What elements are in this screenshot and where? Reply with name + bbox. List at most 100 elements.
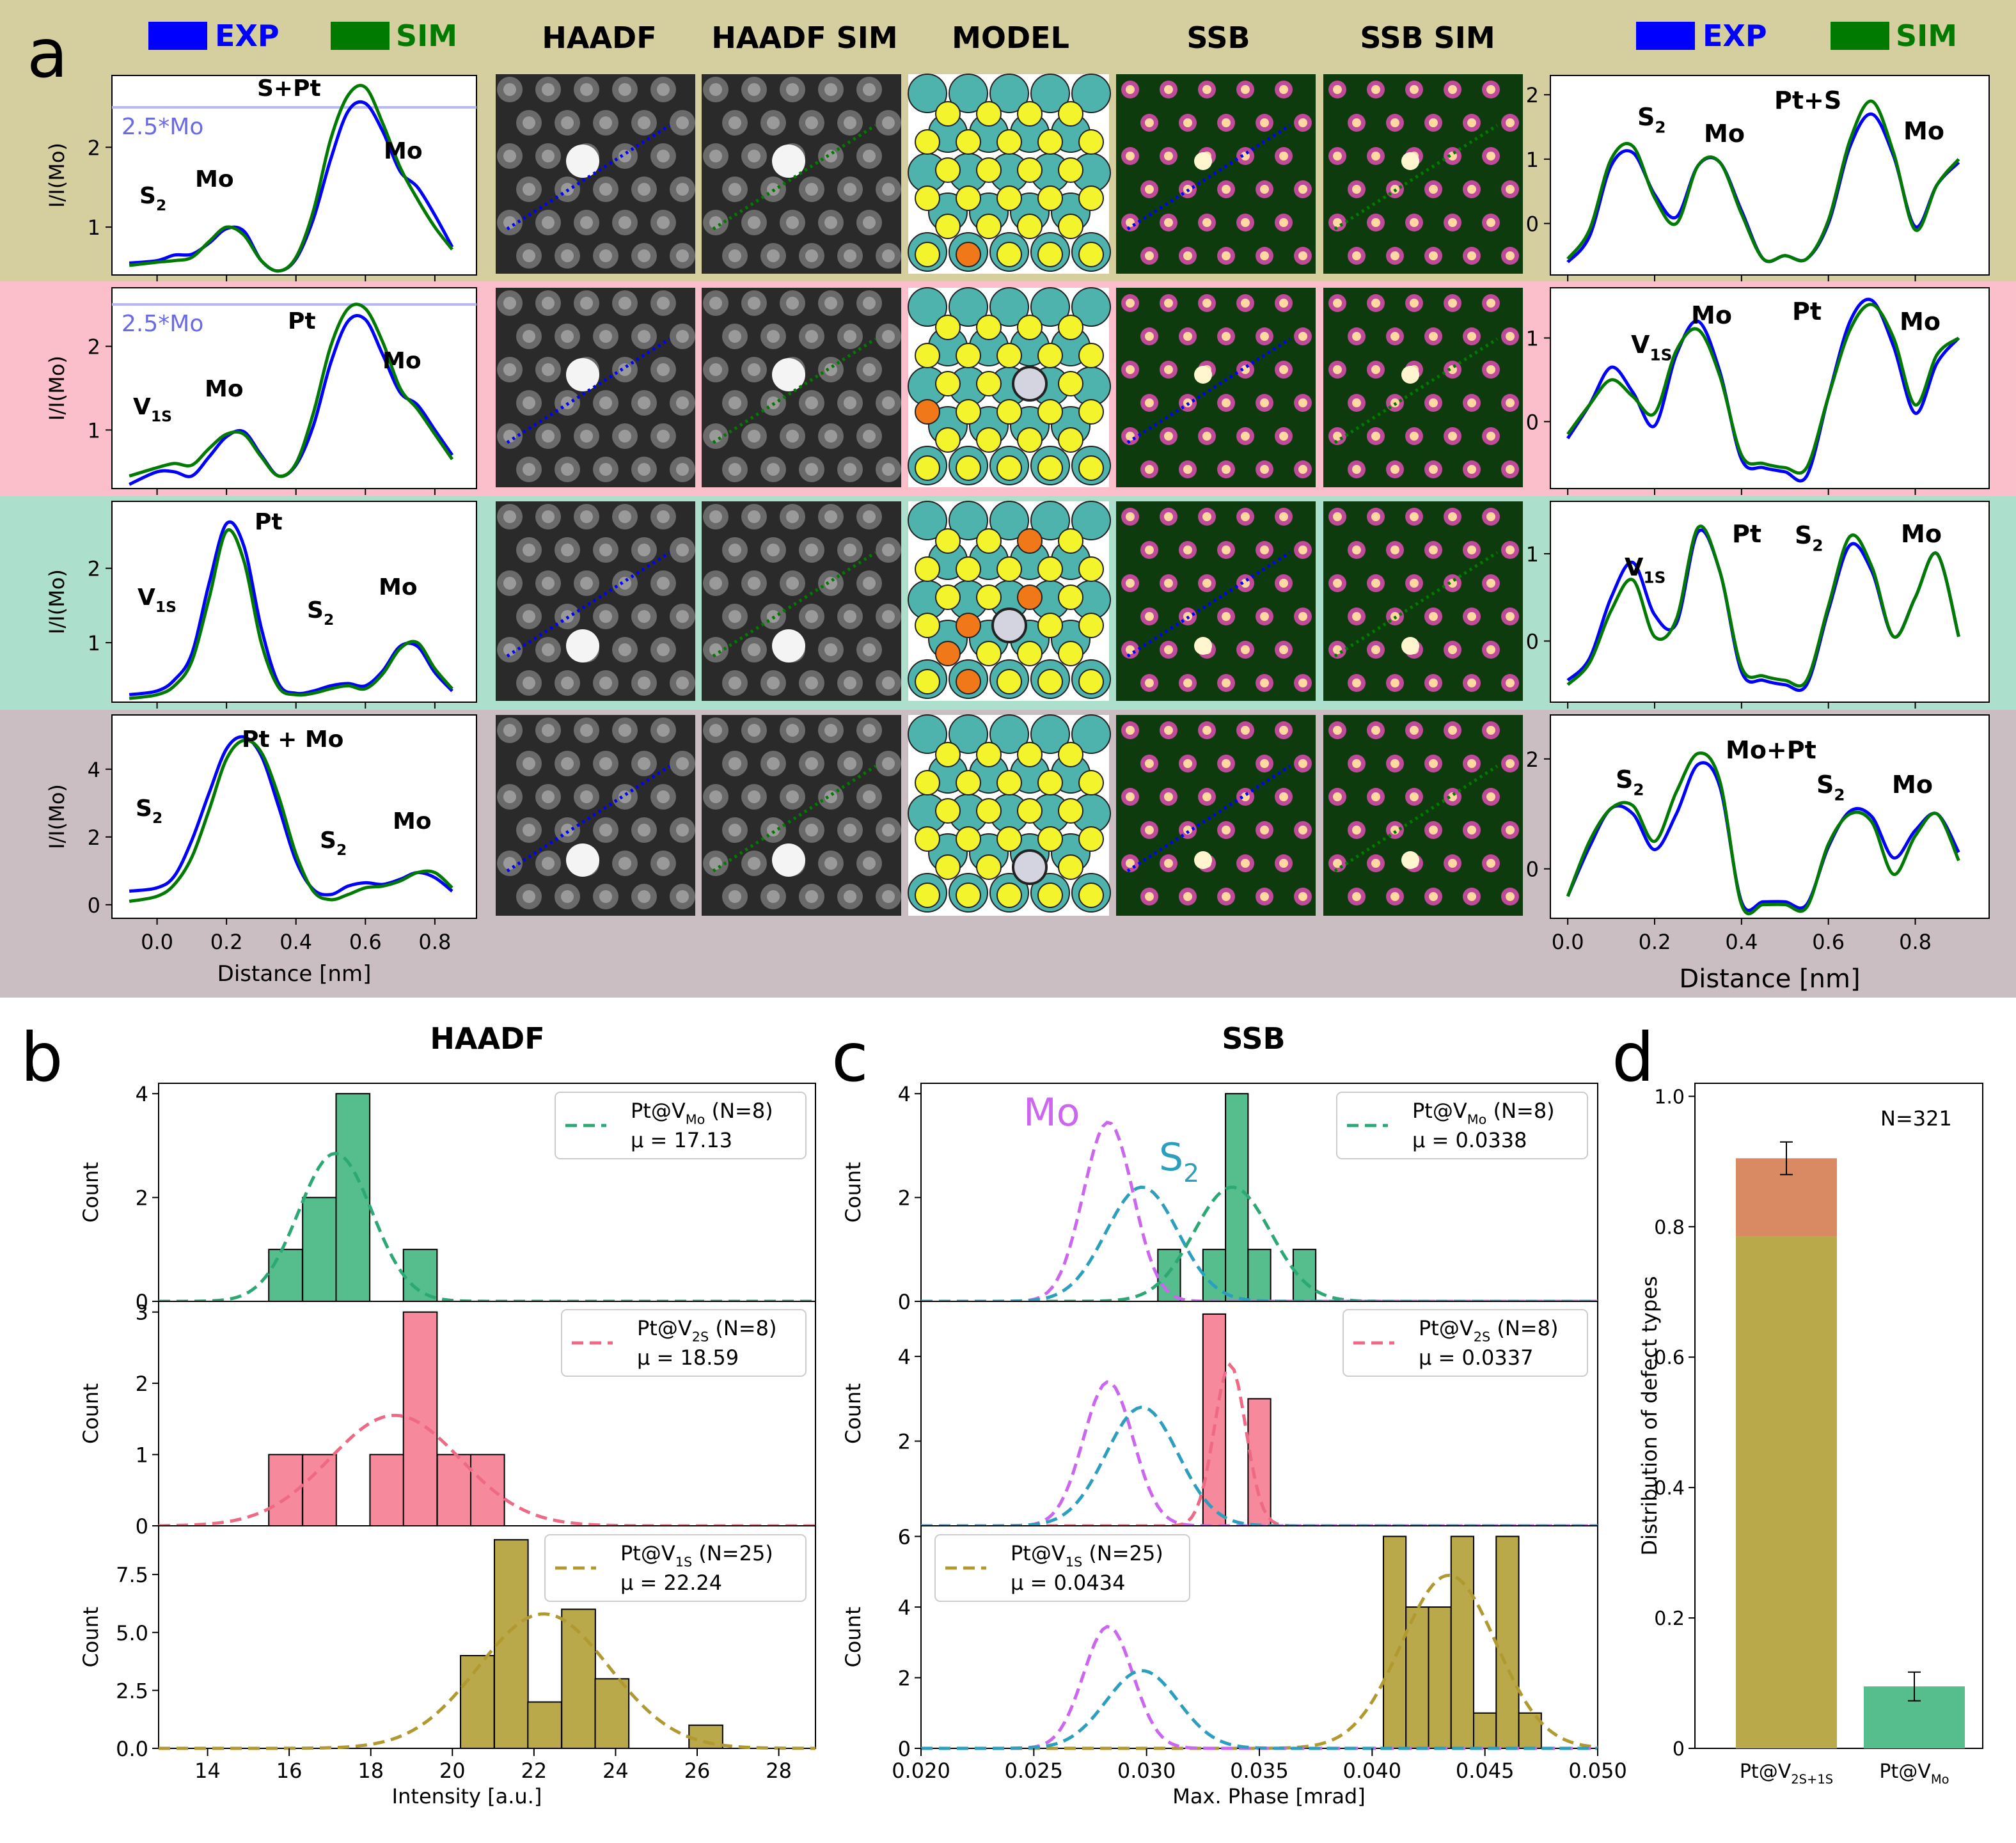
atom-core [1467,759,1476,768]
y-tick-label: 0.6 [1654,1347,1685,1369]
atom-core [657,216,670,229]
atom-core [1145,678,1154,687]
atom-core [1448,512,1457,521]
legend-box [544,1534,807,1602]
y-tick-label: 0 [1526,212,1539,236]
atom-core [1298,892,1307,901]
label-peak: Pt [1792,297,1822,325]
atom-core [1371,645,1380,654]
atom-core [844,824,856,836]
defect-bright-spot [772,358,805,391]
atom-core [657,643,670,656]
atom-core [503,643,516,656]
atom-core [1222,892,1231,901]
profile-line [506,123,671,231]
atom-core [1298,612,1307,621]
atom-core [1164,432,1173,441]
s-atom [976,371,1002,396]
histogram-bar [688,1724,723,1749]
atom-core [1352,398,1361,407]
s-atom [956,669,981,694]
atom-core [767,824,780,836]
atom-core [503,430,516,443]
s-atom [1037,669,1063,694]
atom-core [542,150,555,162]
atom-core [503,83,516,96]
atom-core [844,757,856,770]
s-atom [1058,854,1083,880]
s-atom [956,770,981,796]
atom-core [844,610,856,623]
atom-core [503,510,516,523]
s-atom [976,742,1002,767]
header-model: MODEL [952,20,1069,55]
s-atom [1017,528,1043,554]
s-atom [1037,613,1063,638]
mo-atom [949,501,988,540]
axes-frame [1550,501,1990,703]
atom-core [709,790,722,803]
y-tick-label: 4 [898,1345,911,1369]
atom-core [824,724,837,737]
y-tick-label: 4 [88,758,100,782]
atom-core [1333,645,1342,654]
atom-core [1145,465,1154,474]
atom-core [1486,792,1495,801]
atom-core [1260,251,1269,260]
atom-core [1333,432,1342,441]
atom-core [748,857,760,870]
atom-core [1222,678,1231,687]
s-atom [935,742,961,767]
atom-core [1486,726,1495,735]
atom-core [844,249,856,262]
atom-core [1467,465,1476,474]
legend-entry: Pt@V2S (N=8) [637,1316,776,1345]
histogram-bar [335,1093,371,1302]
mo-atom [1030,501,1070,540]
y-tick-label: 7.5 [116,1563,148,1587]
y-axis-title: Count [841,1606,865,1667]
profile-line [1334,337,1499,444]
legend-entry: Pt@V1S (N=25) [620,1541,773,1570]
atom-core [523,330,535,343]
atom-core [1279,85,1288,94]
atom-core [1467,118,1476,127]
atom-core [1298,465,1307,474]
atom-core [1145,332,1154,341]
atom-core [1222,465,1231,474]
legend-entry-main: Pt@V [637,1316,692,1340]
s-atom [1078,399,1104,425]
s-atom [1037,826,1063,852]
atom-core [1222,185,1231,194]
atom-core [503,363,516,376]
atom-core [1145,826,1154,835]
histogram-bar [1157,1248,1181,1303]
label-s2-sub: 2 [1812,536,1823,554]
legend-entry-post: (N=8) [709,1316,776,1340]
y-axis-title: I/I(Mo) [45,784,69,849]
atom-core [786,297,799,310]
atom-core [863,510,876,523]
histogram-bar [1382,1535,1407,1750]
atom-core [844,396,856,409]
atom-core [523,677,535,689]
category-label-a-main: Pt@V [1740,1761,1792,1783]
atom-core [542,857,555,870]
atom-core [1202,792,1211,801]
profile-left-row-3: 12 [88,501,477,709]
atom-core [786,577,799,590]
defect-bright-spot [1194,851,1212,869]
atom-core [728,824,741,836]
atom-core [1448,299,1457,308]
s-atom [915,669,940,694]
atom-core [1486,645,1495,654]
atom-core [1241,512,1250,521]
tile-ssbsim-row-4 [1323,715,1523,916]
profile-line [506,764,671,873]
atom-core [618,857,631,870]
profile-left-row-2: 2.5*Mo 1 2 [88,287,477,495]
atom-core [638,677,650,689]
y-tick-label: 1 [1526,148,1539,172]
y-tick-label: 4 [898,1082,911,1106]
legend-entry-sub: 1S [1066,1555,1082,1570]
